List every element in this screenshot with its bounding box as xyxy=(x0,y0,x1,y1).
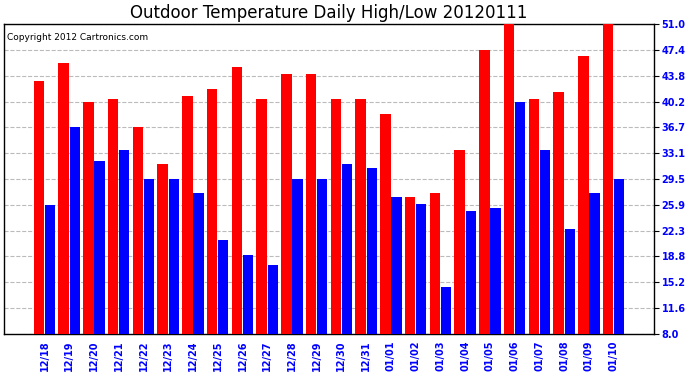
Bar xyxy=(45,205,55,334)
Bar xyxy=(564,230,575,334)
Bar xyxy=(95,161,105,334)
Bar xyxy=(366,168,377,334)
Bar xyxy=(168,179,179,334)
Bar xyxy=(405,197,415,334)
Bar xyxy=(119,150,130,334)
Bar xyxy=(391,197,402,334)
Bar xyxy=(355,99,366,334)
Bar xyxy=(515,102,525,334)
Bar xyxy=(540,150,550,334)
Bar xyxy=(380,114,391,334)
Bar xyxy=(34,81,44,334)
Bar xyxy=(268,266,278,334)
Title: Outdoor Temperature Daily High/Low 20120111: Outdoor Temperature Daily High/Low 20120… xyxy=(130,4,528,22)
Bar xyxy=(479,50,489,334)
Bar xyxy=(589,193,600,334)
Bar xyxy=(491,208,501,334)
Bar xyxy=(529,99,539,334)
Bar xyxy=(578,56,589,334)
Bar xyxy=(416,204,426,334)
Bar xyxy=(293,179,303,334)
Bar xyxy=(243,255,253,334)
Bar xyxy=(232,67,242,334)
Bar xyxy=(144,179,155,334)
Bar xyxy=(59,63,69,334)
Bar xyxy=(455,150,465,334)
Bar xyxy=(441,287,451,334)
Bar xyxy=(218,240,228,334)
Bar xyxy=(193,193,204,334)
Bar xyxy=(331,99,341,334)
Bar xyxy=(157,164,168,334)
Bar xyxy=(430,193,440,334)
Bar xyxy=(108,99,119,334)
Bar xyxy=(83,102,94,334)
Bar xyxy=(553,92,564,334)
Bar xyxy=(504,24,514,334)
Bar xyxy=(257,99,267,334)
Bar xyxy=(132,127,143,334)
Bar xyxy=(342,164,352,334)
Bar xyxy=(614,179,624,334)
Text: Copyright 2012 Cartronics.com: Copyright 2012 Cartronics.com xyxy=(8,33,148,42)
Bar xyxy=(466,211,476,334)
Bar xyxy=(603,24,613,334)
Bar xyxy=(207,88,217,334)
Bar xyxy=(182,96,193,334)
Bar xyxy=(281,74,292,334)
Bar xyxy=(317,179,328,334)
Bar xyxy=(306,74,316,334)
Bar xyxy=(70,127,80,334)
